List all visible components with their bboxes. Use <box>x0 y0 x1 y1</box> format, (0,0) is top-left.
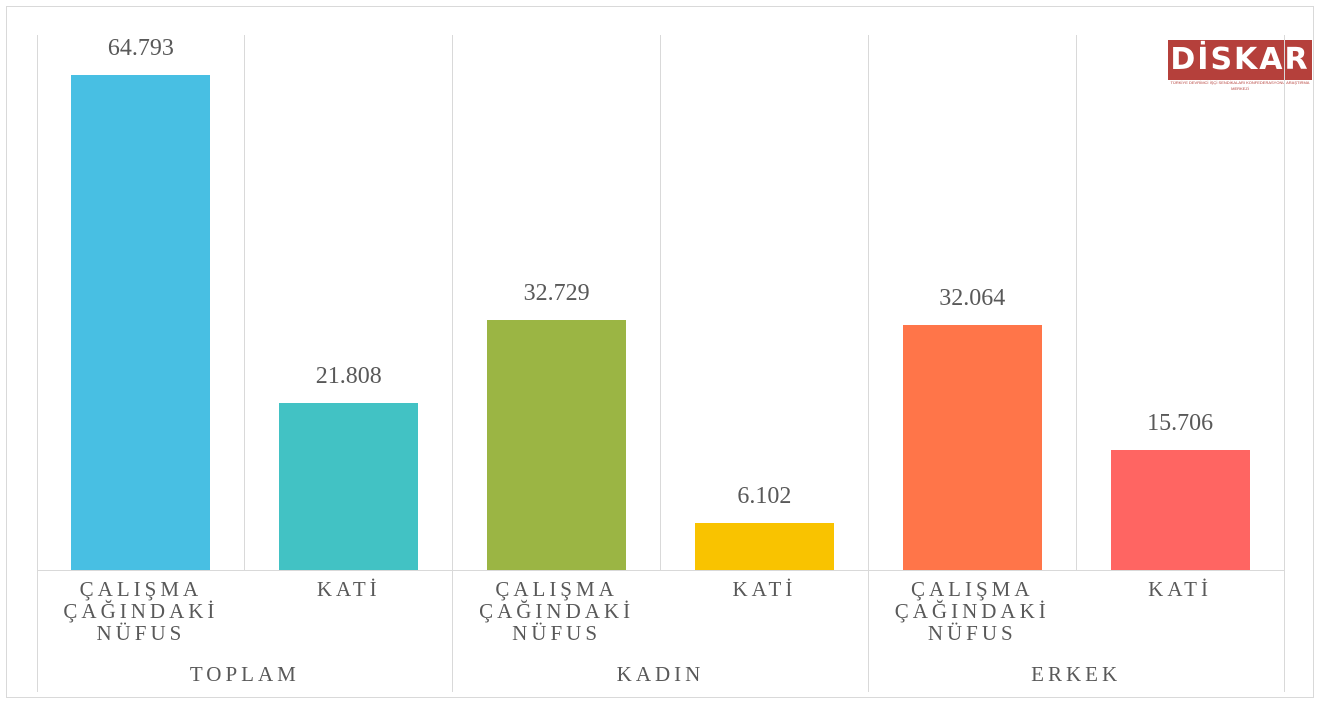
group-divider <box>452 35 454 692</box>
category-divider <box>1075 35 1077 570</box>
bar <box>1110 449 1250 570</box>
group-divider <box>867 35 869 692</box>
value-label: 32.064 <box>939 284 1006 311</box>
logo: DİSKAR TÜRKİYE DEVRİMCİ İŞÇİ SENDİKALARI… <box>1168 40 1312 92</box>
x-tick-label: KATİ <box>316 577 381 601</box>
group-label: KADIN <box>616 662 705 686</box>
value-label: 64.793 <box>107 34 174 61</box>
group-divider <box>1283 35 1285 692</box>
value-label: 6.102 <box>737 483 792 510</box>
logo-subtitle: TÜRKİYE DEVRİMCİ İŞÇİ SENDİKALARI KONFED… <box>1168 80 1312 92</box>
x-tick-label: ÇALIŞMA ÇAĞINDAKİ NÜFUS <box>479 577 635 645</box>
value-label: 21.808 <box>315 363 382 390</box>
x-tick-label: ÇALIŞMA ÇAĞINDAKİ NÜFUS <box>63 577 219 645</box>
x-tick-label: ÇALIŞMA ÇAĞINDAKİ NÜFUS <box>894 577 1050 645</box>
baseline <box>37 569 1284 571</box>
category-divider <box>244 35 246 570</box>
bar <box>694 523 834 570</box>
x-tick-label: KATİ <box>1148 577 1212 601</box>
group-divider <box>36 35 38 692</box>
group-label: ERKEK <box>1031 662 1122 686</box>
bar <box>902 324 1042 570</box>
chart-frame <box>6 6 1314 698</box>
value-label: 15.706 <box>1147 409 1214 436</box>
logo-text: DİSKAR <box>1170 42 1310 77</box>
bar <box>71 74 211 570</box>
bar <box>279 403 419 570</box>
group-label: TOPLAM <box>189 662 300 686</box>
value-label: 32.729 <box>523 279 590 306</box>
bar <box>487 319 627 570</box>
category-divider <box>660 35 661 570</box>
x-tick-label: KATİ <box>732 577 797 601</box>
